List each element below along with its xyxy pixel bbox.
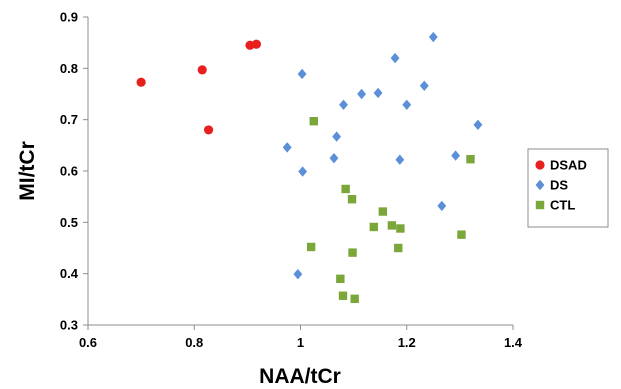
ds-point [357,88,367,100]
ctl-point [336,274,345,283]
legend-marker [535,160,545,170]
series-ds [282,31,483,280]
ctl-point [341,184,350,194]
ctl-point [347,195,357,204]
ds-point [293,268,303,280]
ds-point [473,119,483,130]
ds-point [298,166,308,177]
ds-point [419,80,429,91]
y-tick-label: 0.7 [60,112,78,127]
ds-point [395,154,405,165]
legend-item-ctl: CTL [535,198,575,213]
legend: DSAD DS CTL [527,148,609,228]
y-tick-label: 0.3 [60,318,78,333]
ctl-point [309,117,318,126]
x-axis-title: NAA/tCr [259,365,341,388]
y-axis-title: MI/tCr [16,141,39,201]
x-tick-label: 0.6 [79,335,97,350]
dsad-point [203,125,214,135]
ds-point [437,200,447,212]
ds-point [339,99,348,110]
ctl-point [348,248,357,257]
dsad-point [197,65,207,75]
series-dsad [136,39,262,135]
y-tick-label: 0.9 [60,10,78,25]
axis-labels: 0.3 0.4 0.5 0.6 0.7 0.8 0.9 0.6 0.8 1 1.2 1.4 NAA/tC… [16,10,523,389]
ctl-point [378,207,388,216]
legend-label: DS [550,178,568,193]
y-tick-label: 0.5 [60,215,78,230]
ctl-point [306,242,316,252]
legend-label: CTL [550,198,575,213]
ctl-point [387,221,397,230]
ctl-point [466,154,475,164]
x-tick-label: 1.4 [504,335,523,350]
y-tick-label: 0.8 [60,61,78,76]
ctl-point [457,230,466,239]
ds-point [282,142,292,153]
ds-point [329,152,339,164]
legend-item-ds: DS [535,178,568,193]
data-marks [136,31,483,304]
ctl-point [396,224,405,233]
legend-label: DSAD [550,158,587,173]
y-tick-label: 0.4 [60,266,79,281]
ds-point [390,52,400,64]
ctl-point [350,294,359,304]
ds-point [428,31,438,43]
ds-point [451,150,461,161]
x-tick-label: 1 [297,335,304,350]
dsad-point [136,77,146,87]
x-tick-label: 1.2 [398,335,416,350]
y-tick-label: 0.6 [60,164,78,179]
ds-point [332,131,342,142]
legend-item-dsad: DSAD [535,158,587,173]
legend-marker [535,179,545,191]
ds-point [402,99,412,110]
ctl-point [338,291,348,300]
ds-point [373,87,383,99]
dsad-point [251,39,262,49]
ds-point [297,68,307,80]
legend-marker [535,200,545,210]
ctl-point [369,222,379,232]
x-tick-label: 0.8 [185,335,203,350]
axes [83,16,514,330]
series-ctl [306,117,475,304]
ctl-point [394,243,403,253]
